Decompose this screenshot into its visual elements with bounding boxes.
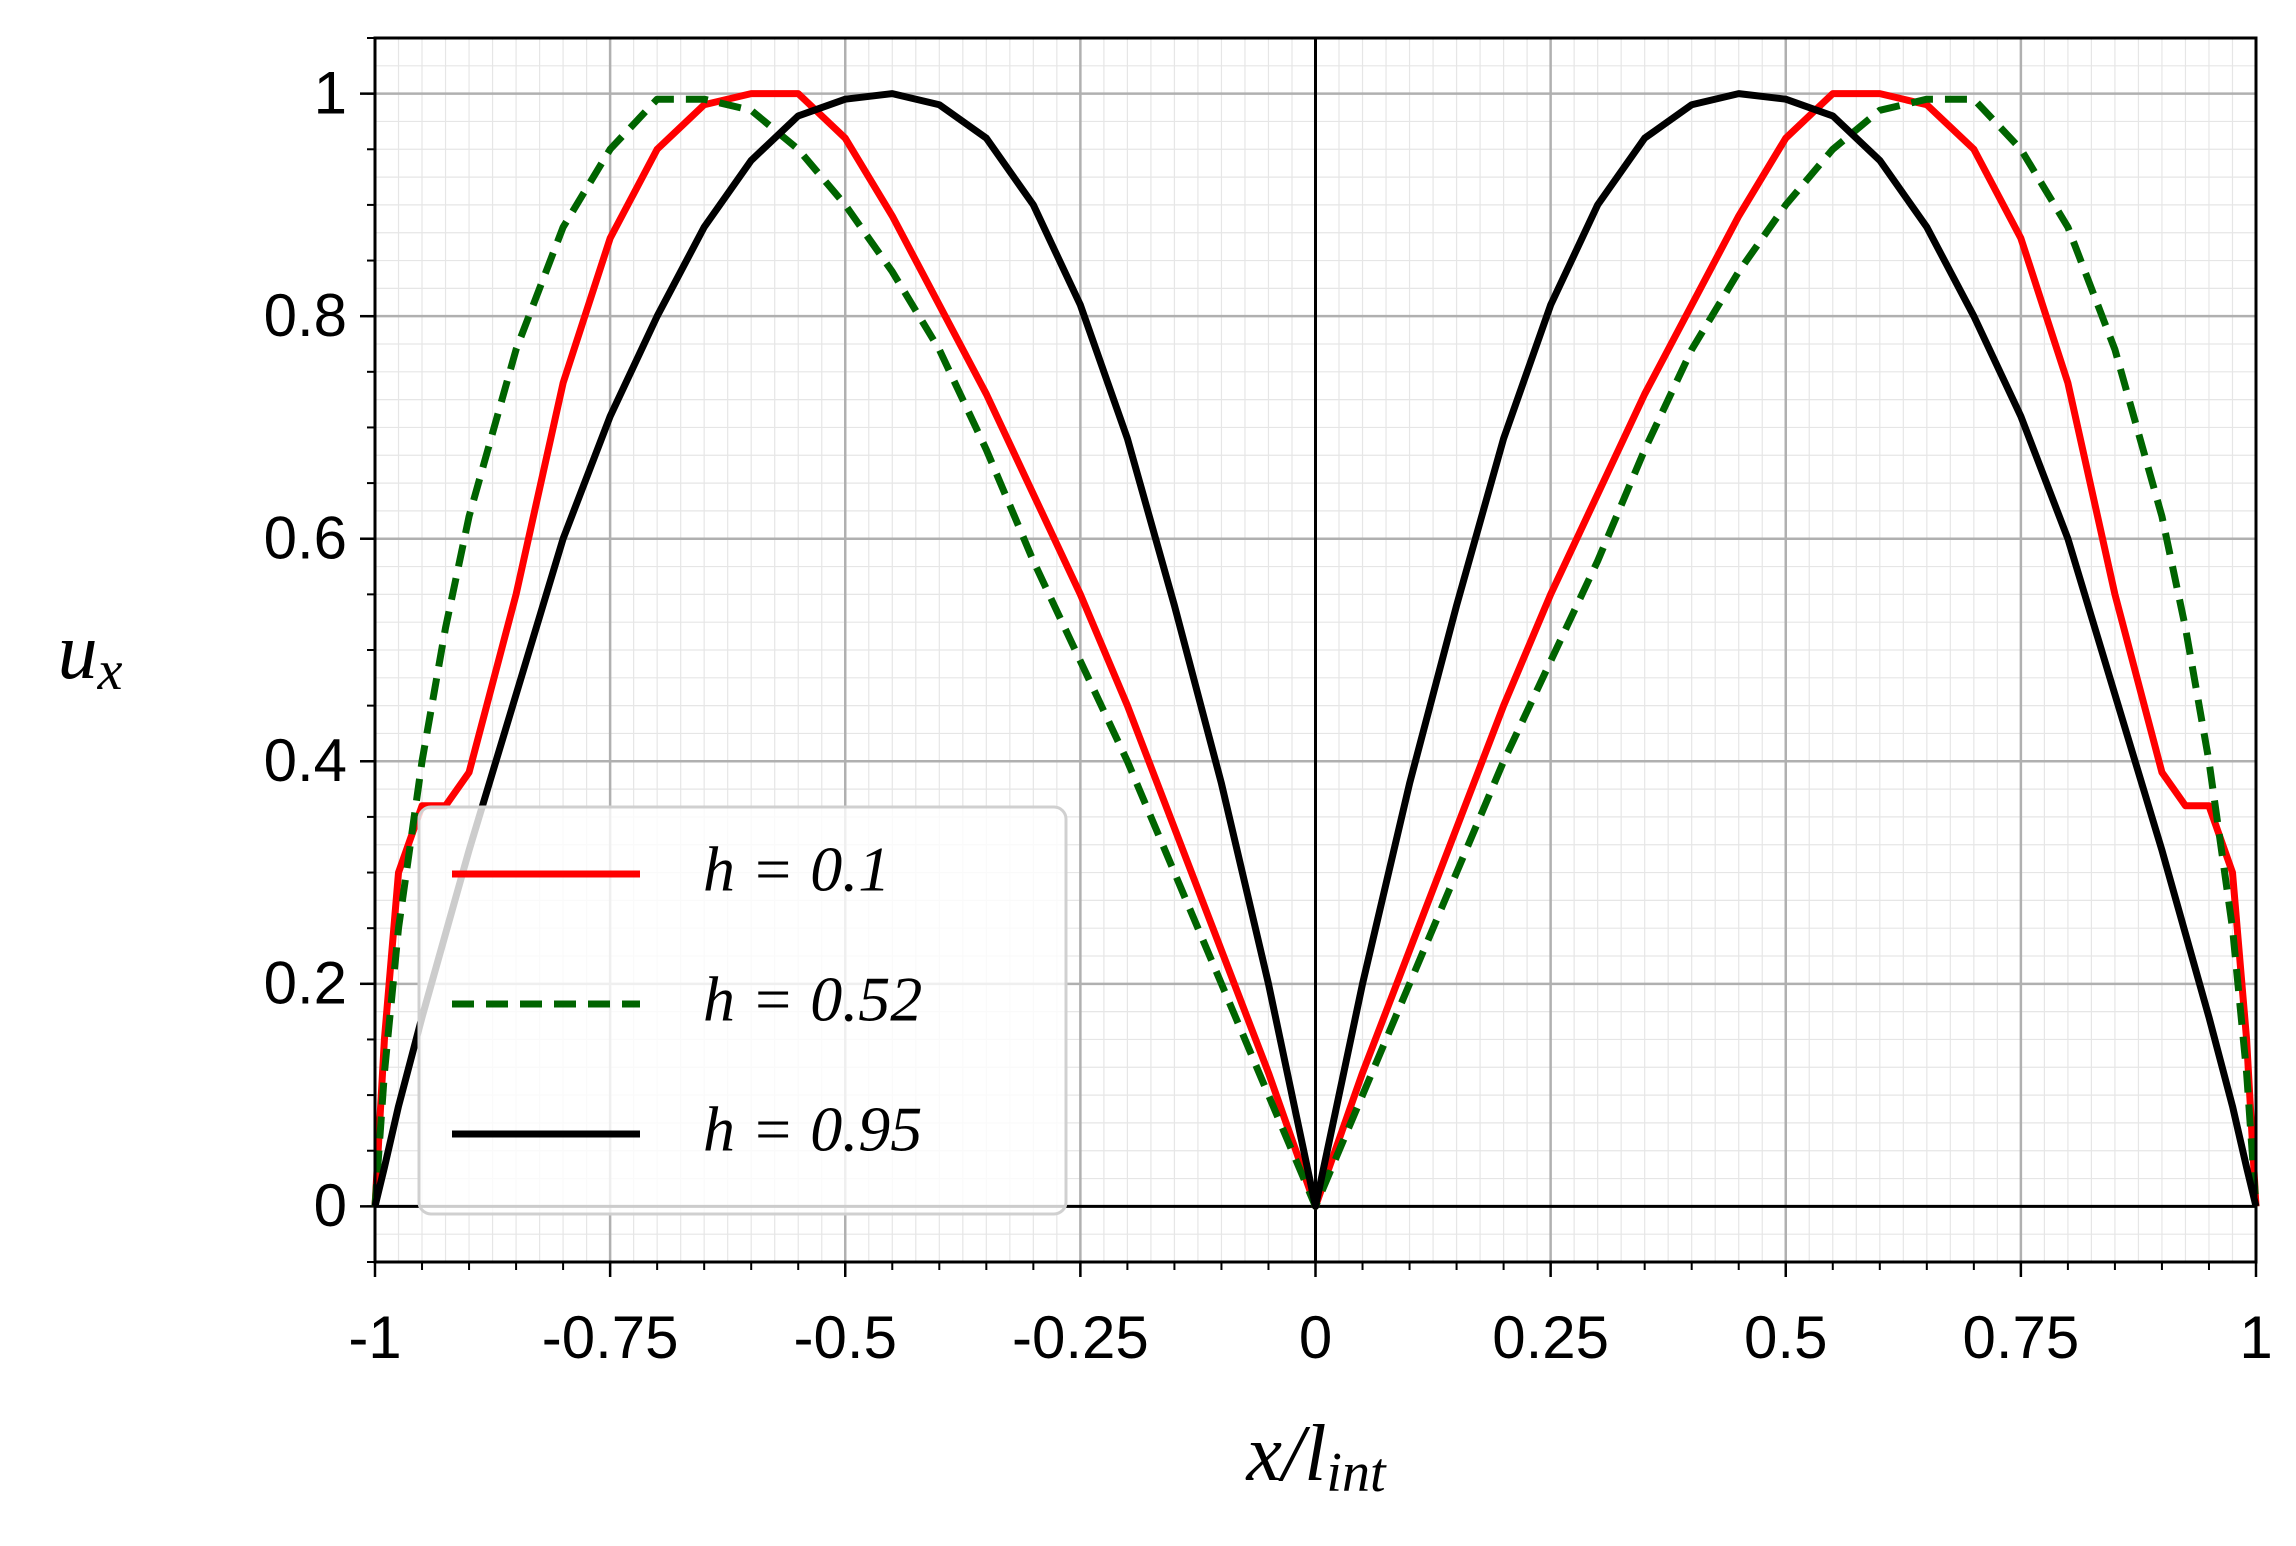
x-tick-label: 0.25 xyxy=(1492,1304,1609,1371)
plot-frame xyxy=(373,36,2258,1264)
legend-label: h = 0.1 xyxy=(703,834,890,905)
y-tick-label: 0.4 xyxy=(264,727,347,794)
plot-area xyxy=(371,36,2260,1264)
y-tick-label: 0.8 xyxy=(264,282,347,349)
x-tick-label: 0 xyxy=(1299,1304,1332,1371)
series-line xyxy=(371,90,2260,1210)
legend: h = 0.1 h = 0.52 h = 0.95 xyxy=(417,805,1068,1216)
x-axis-label: x/lint xyxy=(1245,1410,1387,1504)
y-tick-label: 0.2 xyxy=(264,950,347,1017)
y-tick-label: 0.6 xyxy=(264,505,347,572)
y-label-base: u xyxy=(58,608,98,696)
legend-label: h = 0.95 xyxy=(703,1094,922,1165)
x-tick-label: 0.75 xyxy=(1962,1304,2079,1371)
legend-label: h = 0.52 xyxy=(703,964,922,1035)
x-tick-label: 0.5 xyxy=(1744,1304,1827,1371)
x-tick-label: -0.5 xyxy=(794,1304,897,1371)
y-tick-label: 1 xyxy=(314,59,347,126)
x-tick-label: -0.75 xyxy=(542,1304,679,1371)
legend-box xyxy=(417,805,1068,1216)
x-label-base: x/l xyxy=(1245,1410,1326,1498)
y-label-subscript: x xyxy=(97,640,123,702)
x-tick-label: 1 xyxy=(2239,1304,2272,1371)
x-label-subscript: int xyxy=(1326,1442,1387,1504)
y-axis-label: ux xyxy=(58,608,123,702)
x-tick-label: -1 xyxy=(348,1304,401,1371)
y-tick-label: 0 xyxy=(314,1172,347,1239)
x-tick-label: -0.25 xyxy=(1012,1304,1149,1371)
